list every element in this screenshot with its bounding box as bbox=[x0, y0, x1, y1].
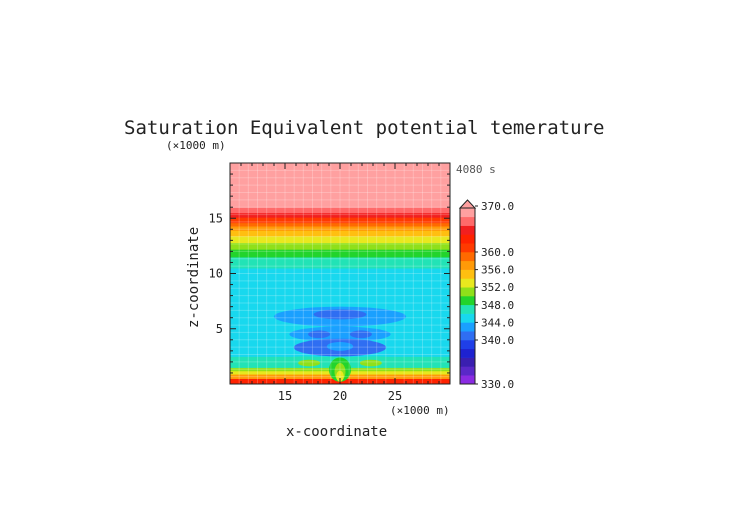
x-tick-label: 25 bbox=[388, 389, 402, 403]
contour-band-8 bbox=[230, 242, 450, 250]
colorbar-level-16 bbox=[460, 234, 475, 244]
colorbar bbox=[458, 199, 477, 385]
colorbar-frame bbox=[459, 207, 476, 385]
contour-feature-4 bbox=[349, 330, 372, 339]
colorbar-level-14 bbox=[460, 252, 475, 262]
x-tick-label: 20 bbox=[333, 389, 347, 403]
colorbar-over-arrow bbox=[458, 199, 477, 209]
contour-band-15 bbox=[230, 207, 450, 214]
x-axis-label: x-coordinate bbox=[286, 424, 387, 440]
contour-band-9 bbox=[230, 235, 450, 244]
colorbar-level-10 bbox=[460, 287, 475, 297]
colorbar-label: 370.0 bbox=[481, 200, 514, 213]
contour-feature-10 bbox=[359, 359, 382, 367]
colorbar-level-18 bbox=[460, 216, 475, 226]
x-axis-ticks: 15 20 25 bbox=[229, 163, 451, 403]
colorbar-level-12 bbox=[460, 269, 475, 279]
colorbar-label: 330.0 bbox=[481, 378, 514, 391]
colorbar-labels: 370.0 360.0 356.0 352.0 348.0 344.0 340.0 330.0 bbox=[475, 200, 514, 391]
colorbar-level-11 bbox=[460, 278, 475, 288]
colorbar-level-6 bbox=[460, 322, 475, 332]
colorbar-label: 348.0 bbox=[481, 299, 514, 312]
colorbar-level-17 bbox=[460, 225, 475, 235]
colorbar-label: 340.0 bbox=[481, 334, 514, 347]
colorbar-level-8 bbox=[460, 304, 475, 314]
colorbar-label: 356.0 bbox=[481, 264, 514, 277]
colorbar-level-3 bbox=[460, 348, 475, 358]
contour-band-14 bbox=[230, 212, 450, 218]
colorbar-level-13 bbox=[460, 260, 475, 270]
contour-feature-9 bbox=[298, 359, 321, 367]
contour-feature-2 bbox=[289, 326, 391, 343]
colorbar-level-19 bbox=[460, 208, 475, 218]
colorbar-level-15 bbox=[460, 243, 475, 253]
colorbar-label: 360.0 bbox=[481, 246, 514, 259]
y-tick-label: 15 bbox=[209, 211, 223, 225]
colorbar-level-5 bbox=[460, 331, 475, 341]
contour-feature-13 bbox=[336, 370, 344, 382]
contour-features bbox=[274, 306, 406, 382]
x-tick-label: 15 bbox=[278, 389, 292, 403]
contour-feature-3 bbox=[308, 330, 331, 339]
plot-gridlines bbox=[230, 163, 450, 384]
contour-band-16 bbox=[230, 163, 450, 208]
colorbar-level-2 bbox=[460, 357, 475, 367]
y-tick-label: 10 bbox=[209, 267, 223, 281]
y-axis-ticks: 5 10 15 bbox=[209, 162, 450, 385]
colorbar-level-7 bbox=[460, 313, 475, 323]
chart-title: Saturation Equivalent potential temeratu… bbox=[124, 117, 604, 139]
colorbar-level-9 bbox=[460, 296, 475, 306]
colorbar-level-0 bbox=[460, 375, 475, 385]
contour-band-13 bbox=[230, 217, 450, 224]
y-axis-label: z-coordinate bbox=[186, 227, 202, 328]
colorbar-level-1 bbox=[460, 366, 475, 376]
y-axis-unit: (×1000 m) bbox=[166, 139, 226, 152]
colorbar-level-4 bbox=[460, 340, 475, 350]
colorbar-label: 344.0 bbox=[481, 316, 514, 329]
contour-band-12 bbox=[230, 222, 450, 227]
contour-feature-1 bbox=[313, 309, 367, 320]
x-axis-unit: (×1000 m) bbox=[390, 404, 450, 417]
time-label: 4080 s bbox=[456, 163, 496, 176]
contour-feature-6 bbox=[326, 342, 354, 351]
contour-band-6 bbox=[230, 256, 450, 269]
y-tick-label: 5 bbox=[216, 322, 223, 336]
colorbar-label: 352.0 bbox=[481, 281, 514, 294]
contour-band-10 bbox=[230, 230, 450, 237]
contour-band-7 bbox=[230, 249, 450, 258]
contour-band-11 bbox=[230, 225, 450, 231]
